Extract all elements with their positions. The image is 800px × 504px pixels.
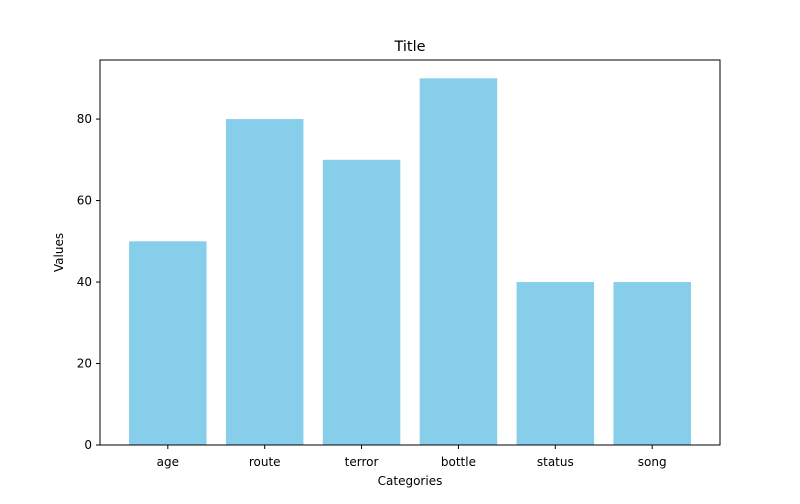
bar-bottle — [419, 78, 498, 445]
bar-song — [613, 282, 691, 445]
x-tick-label: age — [157, 455, 179, 469]
x-tick-label: terror — [345, 455, 379, 469]
y-tick-label: 80 — [77, 112, 92, 126]
y-tick-label: 40 — [77, 275, 92, 289]
y-tick-label: 20 — [77, 357, 92, 371]
ticks-layer: age route terror bottle status song 0 20 40 60 80 — [77, 112, 667, 469]
chart-title: Title — [393, 39, 425, 55]
y-tick-label: 0 — [84, 438, 92, 452]
plot-frame — [99, 59, 721, 446]
bars-layer — [129, 78, 691, 446]
x-tick-label: status — [537, 455, 574, 469]
y-tick-label: 60 — [77, 194, 92, 208]
bar-age — [129, 241, 207, 445]
bar-route — [225, 119, 304, 446]
bar-status — [516, 282, 595, 445]
bar-terror — [322, 159, 401, 445]
x-tick-label: route — [249, 455, 281, 469]
x-tick-label: bottle — [441, 455, 476, 469]
x-tick-label: song — [638, 455, 667, 469]
y-axis-label: Values — [52, 233, 66, 272]
x-axis-label: Categories — [378, 474, 443, 488]
